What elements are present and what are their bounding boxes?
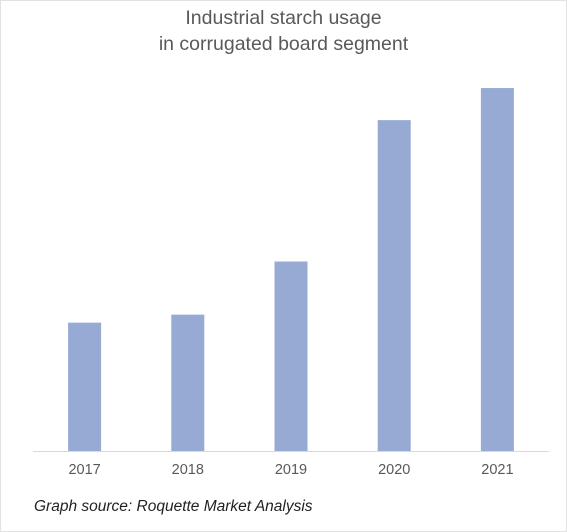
chart-title-line-1: Industrial starch usage bbox=[185, 7, 382, 29]
x-tick-label-2018: 2018 bbox=[172, 462, 204, 478]
bar-2021 bbox=[480, 88, 514, 452]
bar-2020 bbox=[377, 120, 411, 451]
bar-2018 bbox=[171, 314, 205, 451]
chart-title-line-2: in corrugated board segment bbox=[158, 33, 409, 55]
x-tick-label-2019: 2019 bbox=[275, 462, 307, 478]
x-tick-label-2017: 2017 bbox=[68, 462, 100, 478]
x-tick-label-2021: 2021 bbox=[481, 462, 513, 478]
bar-2019 bbox=[274, 261, 308, 451]
bar-2017 bbox=[68, 322, 102, 451]
graph-source-note: Graph source: Roquette Market Analysis bbox=[34, 498, 313, 515]
x-tick-label-2020: 2020 bbox=[378, 462, 410, 478]
